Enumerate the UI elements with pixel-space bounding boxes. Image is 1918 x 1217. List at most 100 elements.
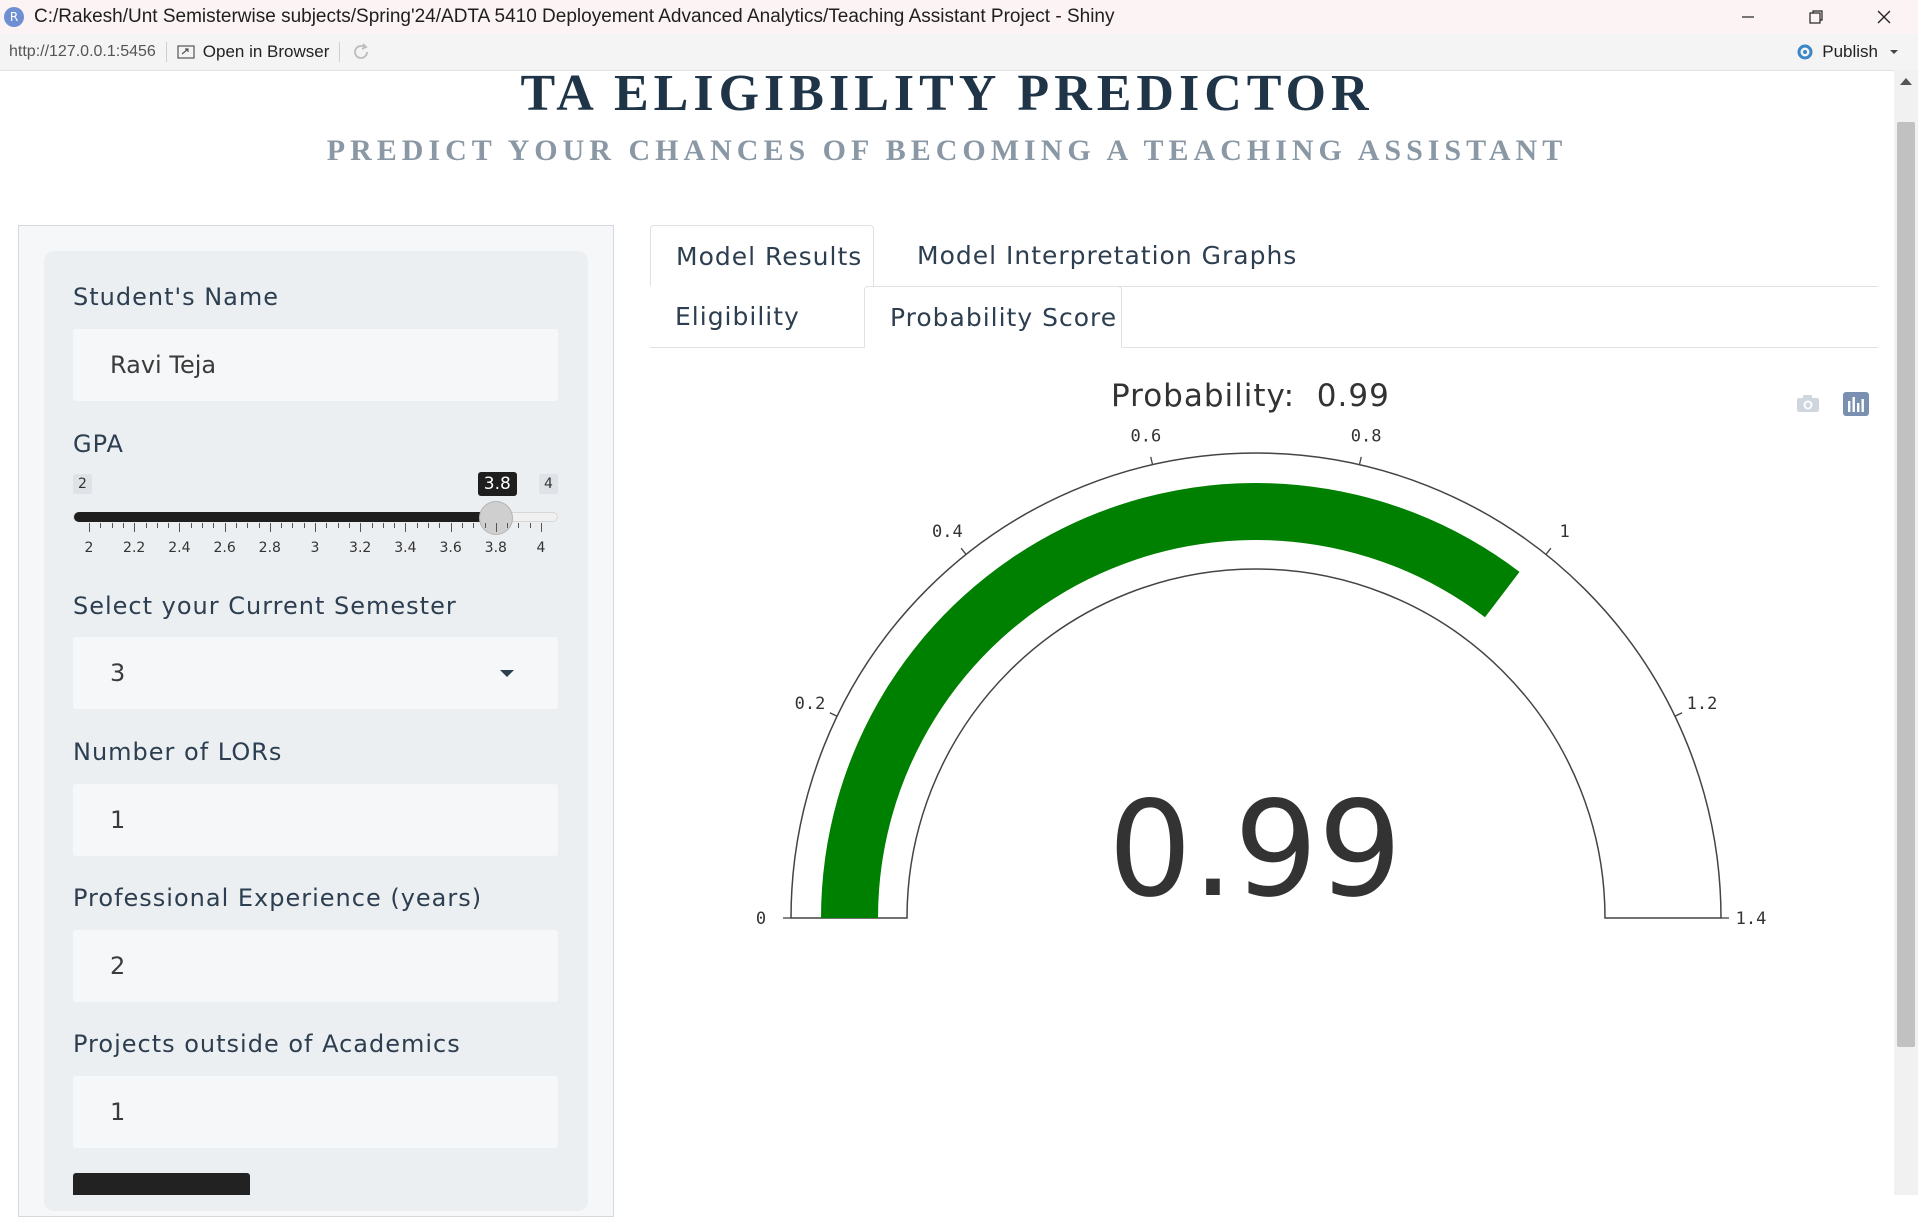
gpa-slider-tick bbox=[360, 523, 362, 532]
gpa-slider-tick bbox=[292, 523, 294, 528]
gpa-slider-tick bbox=[541, 523, 542, 532]
gpa-slider-tick bbox=[428, 523, 429, 528]
gauge-tick-label: 1.4 bbox=[1736, 909, 1767, 929]
chevron-down-icon bbox=[1890, 50, 1898, 54]
gpa-slider-tick-label: 3.4 bbox=[394, 540, 417, 556]
tab-model-interpretation-graphs[interactable]: Model Interpretation Graphs bbox=[892, 225, 1332, 286]
gpa-slider-tick bbox=[235, 523, 237, 528]
gpa-slider-tick bbox=[484, 523, 486, 528]
gpa-slider-tick bbox=[405, 523, 407, 532]
close-button[interactable] bbox=[1850, 0, 1918, 34]
projects-label: Projects outside of Academics bbox=[73, 1030, 461, 1058]
page-scrollbar[interactable] bbox=[1894, 70, 1918, 1195]
gpa-label: GPA bbox=[73, 430, 124, 458]
gpa-value-badge: 3.8 bbox=[477, 472, 517, 496]
publish-button[interactable]: Publish bbox=[1794, 34, 1908, 70]
gpa-slider-tick bbox=[416, 523, 418, 528]
gpa-slider-tick bbox=[394, 523, 396, 528]
gpa-slider-tick bbox=[100, 523, 102, 528]
plotly-logo-icon[interactable] bbox=[1843, 392, 1869, 420]
gpa-max-badge: 4 bbox=[539, 474, 558, 494]
gpa-slider-fill bbox=[74, 512, 497, 522]
gpa-slider-tick-label: 2.2 bbox=[123, 540, 146, 556]
gpa-slider-tick bbox=[269, 523, 271, 532]
open-in-browser-button[interactable]: Open in Browser bbox=[177, 42, 330, 62]
gpa-slider-tick bbox=[348, 523, 350, 528]
scrollbar-thumb[interactable] bbox=[1897, 122, 1915, 1047]
gauge-title: Probability: 0.99 bbox=[1111, 378, 1390, 414]
lors-input[interactable]: 1 bbox=[73, 784, 558, 856]
gpa-slider-tick bbox=[190, 523, 192, 528]
gpa-slider-tick bbox=[382, 523, 384, 528]
camera-icon[interactable] bbox=[1795, 392, 1821, 418]
gauge-tick-mark bbox=[1358, 456, 1362, 465]
open-in-browser-label: Open in Browser bbox=[202, 42, 330, 61]
toolbar-divider bbox=[339, 42, 341, 62]
window-title: C:/Rakesh/Unt Semisterwise subjects/Spri… bbox=[34, 6, 1115, 27]
page-title: TA ELIGIBILITY PREDICTOR bbox=[520, 65, 1374, 122]
gpa-slider-tick bbox=[461, 523, 463, 528]
lors-label: Number of LORs bbox=[73, 738, 283, 766]
gpa-slider-tick bbox=[507, 523, 509, 528]
gpa-slider-tick bbox=[315, 523, 316, 532]
predict-button[interactable] bbox=[73, 1173, 250, 1195]
semester-select[interactable]: 3 bbox=[73, 637, 558, 709]
input-well bbox=[44, 251, 588, 1211]
scroll-up-arrow-icon[interactable] bbox=[1900, 78, 1912, 85]
close-icon bbox=[1877, 10, 1891, 24]
restore-button[interactable] bbox=[1782, 0, 1850, 34]
gauge-tick-mark bbox=[960, 547, 967, 555]
page-subtitle: PREDICT YOUR CHANCES OF BECOMING A TEACH… bbox=[326, 134, 1568, 167]
restore-icon bbox=[1809, 10, 1823, 24]
gpa-slider-tick-label: 3 bbox=[310, 540, 320, 556]
gpa-slider-tick-label: 3.8 bbox=[484, 540, 507, 556]
gpa-slider-tick bbox=[495, 523, 497, 532]
gpa-slider-tick bbox=[213, 523, 215, 528]
gpa-slider-tick bbox=[145, 523, 147, 528]
dropdown-caret-icon bbox=[500, 670, 514, 677]
main-tabset: Model Results Model Interpretation Graph… bbox=[650, 225, 1878, 287]
gpa-slider-tick bbox=[247, 523, 249, 528]
minimize-icon bbox=[1742, 16, 1754, 18]
semester-label: Select your Current Semester bbox=[73, 592, 457, 620]
gauge-value-bar bbox=[821, 482, 1520, 918]
gpa-slider-track[interactable] bbox=[73, 512, 558, 522]
name-label: Student's Name bbox=[73, 283, 280, 311]
gpa-min-badge: 2 bbox=[73, 474, 92, 494]
publish-icon bbox=[1797, 44, 1813, 60]
gauge-tick-label: 0.6 bbox=[1130, 426, 1161, 446]
semester-selected-value: 3 bbox=[110, 659, 126, 687]
tab-model-results[interactable]: Model Results bbox=[650, 225, 874, 287]
name-input[interactable]: Ravi Teja bbox=[73, 329, 558, 401]
window-title-bar: R C:/Rakesh/Unt Semisterwise subjects/Sp… bbox=[0, 0, 1918, 34]
gpa-slider-tick bbox=[450, 523, 452, 532]
gpa-slider-tick bbox=[371, 523, 373, 528]
gpa-slider-tick-label: 3.2 bbox=[349, 540, 372, 556]
projects-input[interactable]: 1 bbox=[73, 1076, 558, 1148]
minimize-button[interactable] bbox=[1714, 0, 1782, 34]
experience-label: Professional Experience (years) bbox=[73, 884, 483, 912]
refresh-icon[interactable] bbox=[350, 41, 372, 63]
gpa-slider-tick bbox=[122, 523, 124, 528]
gpa-slider-tick bbox=[439, 523, 441, 528]
gpa-slider-tick-label: 3.6 bbox=[439, 540, 462, 556]
gpa-slider-tick bbox=[202, 523, 203, 528]
open-browser-icon bbox=[177, 45, 195, 59]
gpa-slider-tick-label: 2.8 bbox=[258, 540, 281, 556]
r-app-icon: R bbox=[4, 7, 24, 27]
gpa-slider-tick bbox=[518, 523, 520, 528]
gpa-slider-tick-label: 2.6 bbox=[213, 540, 236, 556]
gpa-slider-tick bbox=[224, 523, 226, 532]
gauge-tick-mark bbox=[1674, 712, 1683, 717]
gpa-slider-tick-label: 2 bbox=[84, 540, 94, 556]
tab-eligibility[interactable]: Eligibility bbox=[650, 286, 864, 347]
gpa-slider-tick bbox=[337, 523, 339, 528]
gpa-slider-tick bbox=[111, 523, 113, 528]
experience-input[interactable]: 2 bbox=[73, 930, 558, 1002]
gauge-value-number: 0.99 bbox=[1108, 773, 1402, 927]
gauge-tick-label: 0.2 bbox=[795, 694, 826, 714]
gauge-tick-mark bbox=[829, 712, 838, 717]
gpa-slider-tick bbox=[281, 523, 283, 528]
gpa-slider-tick bbox=[179, 523, 181, 532]
tab-probability-score[interactable]: Probability Score bbox=[864, 286, 1122, 348]
